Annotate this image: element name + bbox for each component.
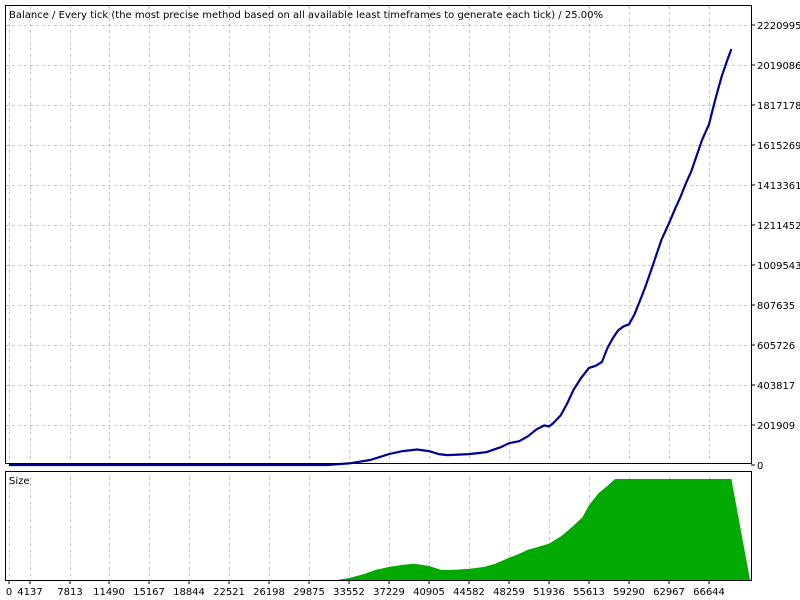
x-tick-label: 48259 [493,587,525,598]
x-tick-label: 26198 [253,587,285,598]
x-tick-label: 7813 [57,587,82,598]
y-axis: 0 201909 403817 605726 807635 1009543 1211452 1… [751,21,800,472]
y-tick-label: 403817 [757,381,795,392]
x-tick-label: 44582 [453,587,485,598]
y-tick-label: 1413361 [757,181,800,192]
y-tick-label: 807635 [757,301,795,312]
size-panel-border [5,471,752,581]
x-axis: 0 4137 7813 11490 15167 18844 22521 26198 29875 3… [6,580,725,598]
x-tick-label: 4137 [17,587,42,598]
x-tick-label: 51936 [533,587,565,598]
y-tick-label: 201909 [757,421,795,432]
balance-line [9,48,733,467]
x-tick-label: 33552 [333,587,365,598]
x-tick-label: 37229 [373,587,405,598]
x-tick-label: 40905 [413,587,445,598]
y-tick-label: 0 [757,461,763,472]
y-tick-label: 605726 [757,341,795,352]
y-tick-label: 1817178 [757,101,800,112]
main-grid [6,6,751,463]
x-tick-label: 18844 [173,587,205,598]
x-tick-label: 66644 [693,587,725,598]
y-tick-label: 2220995 [757,21,800,32]
x-tick-label: 22521 [213,587,245,598]
y-tick-label: 1009543 [757,261,800,272]
x-tick-label: 62967 [653,587,685,598]
size-panel-label: Size [9,476,30,487]
x-tick-label: 55613 [573,587,605,598]
chart-title: Balance / Every tick (the most precise m… [9,10,603,21]
x-tick-label: 0 [6,587,12,598]
size-area [7,479,750,580]
x-tick-label: 59290 [613,587,645,598]
x-tick-label: 11490 [93,587,125,598]
x-tick-label: 15167 [133,587,165,598]
balance-panel-border [5,5,752,464]
y-tick-label: 2019086 [757,61,800,72]
y-tick-label: 1615269 [757,141,800,152]
x-tick-label: 29875 [293,587,325,598]
y-tick-label: 1211452 [757,221,800,232]
